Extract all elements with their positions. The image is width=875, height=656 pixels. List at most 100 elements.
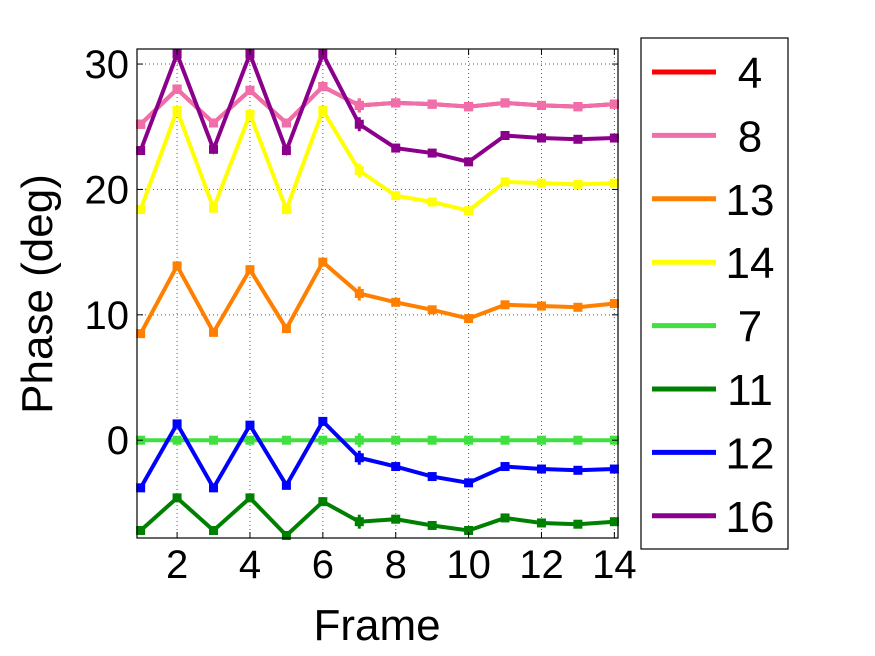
data-point <box>209 118 219 128</box>
legend-label: 16 <box>726 493 775 542</box>
data-point <box>172 261 182 271</box>
data-point <box>464 314 474 324</box>
legend-item-13: 13 <box>652 176 774 225</box>
data-point <box>209 525 219 535</box>
data-point <box>427 305 437 315</box>
data-point <box>427 472 437 482</box>
data-point <box>609 464 619 474</box>
data-point <box>245 493 255 503</box>
series-16 <box>136 48 619 167</box>
data-point <box>464 478 474 488</box>
data-point <box>536 435 546 445</box>
data-point <box>281 146 291 156</box>
data-point <box>464 102 474 112</box>
data-point <box>245 420 255 430</box>
data-point <box>536 133 546 143</box>
series-group <box>136 48 619 540</box>
data-point <box>281 480 291 490</box>
data-point <box>573 302 583 312</box>
data-point <box>609 178 619 188</box>
data-point <box>536 301 546 311</box>
series-line-12 <box>138 418 615 492</box>
data-point <box>318 257 328 267</box>
data-point <box>536 464 546 474</box>
x-tick-label: 4 <box>239 543 261 587</box>
y-tick-label: 30 <box>85 43 130 87</box>
legend-label: 12 <box>726 429 775 478</box>
data-point <box>573 134 583 144</box>
data-point <box>318 435 328 445</box>
data-point <box>464 206 474 216</box>
series-12 <box>136 416 619 493</box>
axis-ticks: 2 4 6 8 10 12 14 0 10 20 30 <box>85 43 637 587</box>
data-point <box>209 327 219 337</box>
data-point <box>136 525 146 535</box>
data-point <box>573 179 583 189</box>
data-point <box>172 435 182 445</box>
data-point <box>245 265 255 275</box>
series-line-14 <box>138 104 615 216</box>
plot-area-frame <box>136 48 619 539</box>
data-point <box>427 520 437 530</box>
data-point <box>391 297 401 307</box>
series-line-16 <box>138 48 615 165</box>
data-point <box>427 148 437 158</box>
data-point <box>427 435 437 445</box>
data-point <box>391 143 401 153</box>
data-point <box>500 131 510 141</box>
x-tick-label: 14 <box>592 543 637 587</box>
legend-item-4: 4 <box>652 49 762 98</box>
data-point <box>536 100 546 110</box>
data-point <box>172 493 182 503</box>
y-tick-label: 10 <box>85 294 130 338</box>
x-tick-label: 8 <box>385 543 407 587</box>
grid-lines <box>137 49 618 538</box>
data-point <box>464 157 474 167</box>
legend-label: 14 <box>726 239 775 288</box>
data-point <box>281 118 291 128</box>
data-point <box>609 299 619 309</box>
data-point <box>281 204 291 214</box>
data-point <box>500 300 510 310</box>
series-7 <box>136 433 619 448</box>
data-point <box>172 419 182 429</box>
data-point <box>500 98 510 108</box>
data-point <box>573 102 583 112</box>
series-14 <box>136 104 619 216</box>
data-point <box>391 98 401 108</box>
data-point <box>245 85 255 95</box>
data-point <box>536 518 546 528</box>
data-point <box>573 519 583 529</box>
legend-label: 11 <box>727 366 773 415</box>
data-point <box>318 82 328 92</box>
data-point <box>536 178 546 188</box>
series-11 <box>136 493 619 540</box>
data-point <box>281 324 291 334</box>
legend-item-8: 8 <box>652 112 762 161</box>
data-point <box>172 84 182 94</box>
y-tick-label: 0 <box>107 419 129 463</box>
data-point <box>209 435 219 445</box>
series-13 <box>136 257 619 339</box>
data-point <box>500 462 510 472</box>
data-point <box>391 462 401 472</box>
legend-label: 8 <box>738 112 762 161</box>
data-point <box>609 133 619 143</box>
data-point <box>500 513 510 523</box>
data-point <box>318 497 328 507</box>
x-tick-label: 12 <box>519 543 564 587</box>
legend-item-11: 11 <box>652 366 773 415</box>
data-point <box>500 435 510 445</box>
data-point <box>464 435 474 445</box>
y-tick-label: 20 <box>85 168 130 212</box>
data-point <box>245 109 255 119</box>
data-point <box>136 204 146 214</box>
data-point <box>464 525 474 535</box>
data-point <box>245 435 255 445</box>
data-point <box>281 435 291 445</box>
x-tick-label: 2 <box>166 543 188 587</box>
legend-item-7: 7 <box>652 303 762 352</box>
data-point <box>318 105 328 115</box>
data-point <box>391 191 401 201</box>
